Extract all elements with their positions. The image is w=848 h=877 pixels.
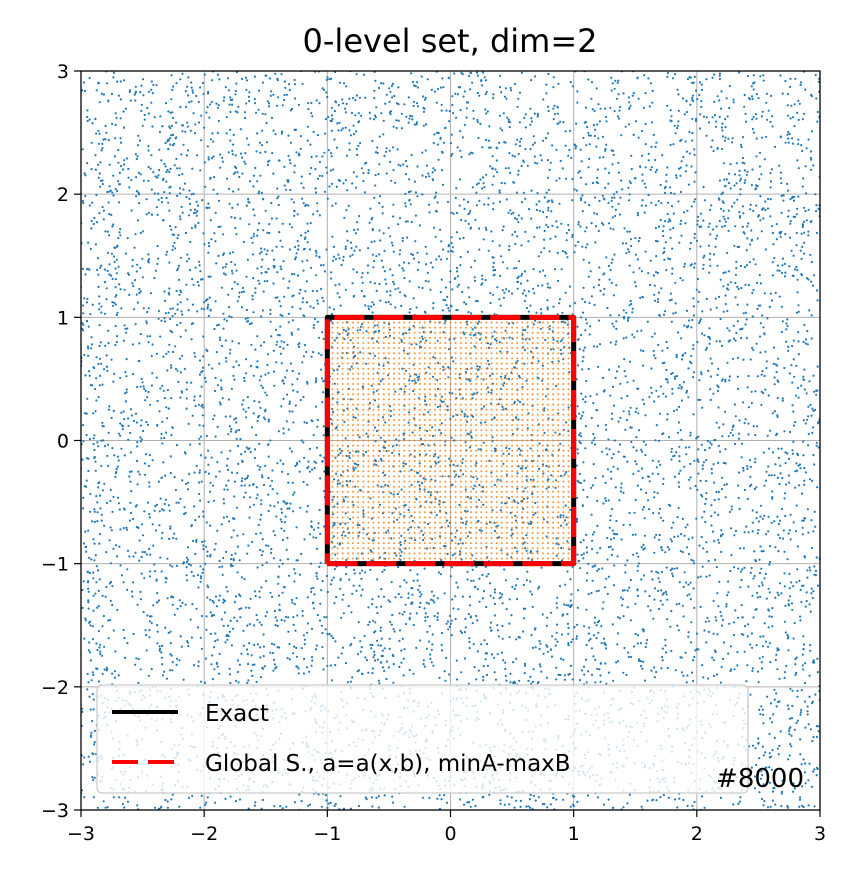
global-level-line (324, 314, 577, 567)
sample-count-annotation: #8000 (716, 764, 804, 794)
x-axis-ticks: −3 −2 −1 0 1 2 3 (67, 810, 826, 845)
y-tick-label: 3 (57, 61, 69, 83)
orange-scatter-series (326, 316, 575, 565)
y-tick-label: −1 (41, 554, 69, 576)
y-tick-label: −3 (41, 800, 69, 822)
x-tick-label: −3 (67, 823, 95, 845)
x-tick-label: 3 (814, 823, 826, 845)
x-tick-label: 1 (568, 823, 580, 845)
x-tick-label: 2 (691, 823, 703, 845)
level-set-lines (324, 314, 577, 567)
y-tick-label: 2 (57, 184, 69, 206)
legend-box (96, 684, 749, 794)
legend-global-label: Global S., a=a(x,b), minA-maxB (205, 751, 571, 777)
legend: Exact Global S., a=a(x,b), minA-maxB (96, 684, 749, 794)
orange-grid-points (326, 316, 575, 565)
legend-exact-label: Exact (205, 701, 269, 727)
x-tick-label: 0 (444, 823, 456, 845)
y-tick-label: 1 (57, 307, 69, 329)
chart-title: 0-level set, dim=2 (303, 22, 598, 60)
x-tick-label: −1 (313, 823, 341, 845)
y-tick-label: 0 (57, 431, 69, 453)
x-tick-label: −2 (190, 823, 218, 845)
y-tick-label: −2 (41, 677, 69, 699)
y-axis-ticks: −3 −2 −1 0 1 2 3 (41, 61, 81, 822)
